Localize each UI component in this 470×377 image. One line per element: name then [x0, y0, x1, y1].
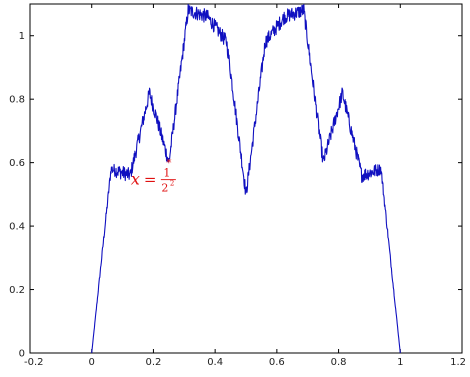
- x-tick-group: -0.2 0 0.2 0.4 0.6 0.8 1 1.2: [24, 4, 466, 368]
- x-tick-label: 0: [89, 357, 95, 368]
- y-tick-label: 0.4: [9, 222, 25, 233]
- y-tick-label: 0.8: [9, 95, 25, 106]
- x-tick-label: 0.8: [331, 357, 347, 368]
- annotation-numerator: 1: [163, 167, 170, 180]
- y-tick-label: 0.2: [9, 285, 25, 296]
- x-tick-label: 1: [397, 357, 403, 368]
- axes-frame: [29, 3, 463, 354]
- annotation-exponent: 2: [170, 180, 174, 188]
- x-tick-label: 1.2: [450, 357, 466, 368]
- annotation-variable: x: [131, 170, 140, 189]
- annotation-marker: *: [166, 157, 172, 170]
- x-tick-label: 0.2: [145, 357, 161, 368]
- x-tick-label: -0.2: [24, 357, 44, 368]
- y-tick-label: 0.6: [9, 158, 25, 169]
- x-tick-label: 0.6: [269, 357, 285, 368]
- annotation: * x = 1 2 2: [131, 157, 176, 195]
- y-tick-label: 0: [19, 349, 25, 360]
- series-line: [91, 3, 401, 354]
- y-tick-label: 1: [19, 31, 25, 42]
- annotation-equals: =: [144, 171, 157, 189]
- y-tick-group: 0 0.2 0.4 0.6 0.8 1: [9, 31, 462, 360]
- annotation-denominator: 2: [161, 182, 168, 195]
- x-tick-label: 0.4: [207, 357, 223, 368]
